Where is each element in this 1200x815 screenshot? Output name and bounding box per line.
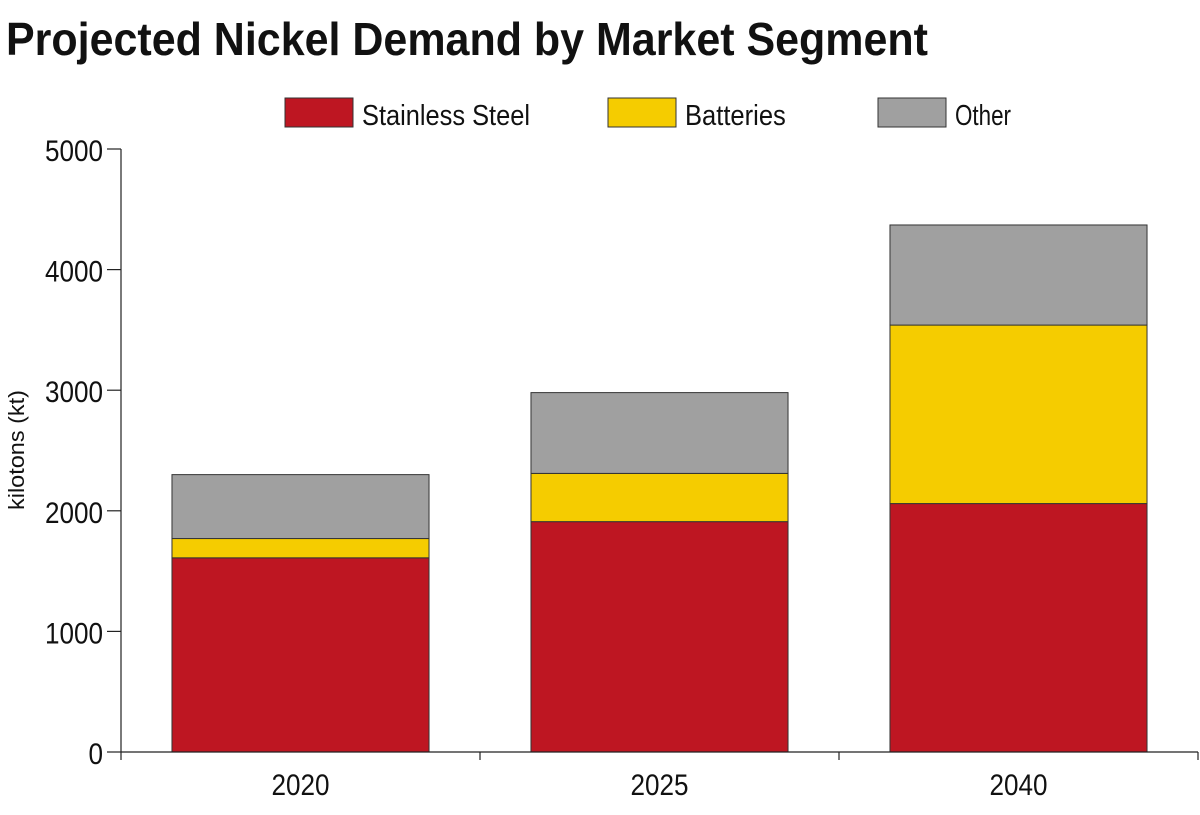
bar-batteries-2020 <box>171 538 430 559</box>
x-tick-label: 2025 <box>631 769 689 802</box>
x-tick-label: 2040 <box>990 769 1048 802</box>
x-tick-label: 2020 <box>272 769 330 802</box>
legend-label: Batteries <box>685 100 786 132</box>
bar-batteries-2040 <box>889 324 1148 505</box>
bar-stainless-steel-2020 <box>171 557 430 753</box>
y-axis-label: kilotons (kt) <box>4 390 29 510</box>
bar-other-2020 <box>171 474 430 540</box>
y-tick-label: 3000 <box>45 376 103 409</box>
legend-swatch-batteries <box>607 97 677 128</box>
bar-batteries-2025 <box>530 472 789 523</box>
bar-other-2040 <box>889 224 1148 326</box>
bar-stainless-steel-2040 <box>889 503 1148 753</box>
y-tick-label: 2000 <box>45 497 103 530</box>
y-tick-label: 5000 <box>45 135 103 168</box>
axes: 2020 2025 2040 0 1000 2000 3000 4000 5000 <box>45 135 1199 802</box>
y-tick-label: 4000 <box>45 256 103 289</box>
bars <box>171 224 1148 753</box>
y-tick-label: 0 <box>89 738 104 771</box>
bar-other-2025 <box>530 392 789 474</box>
legend-swatch-other <box>877 97 947 128</box>
chart-title: Projected Nickel Demand by Market Segmen… <box>6 13 928 65</box>
y-tick-label: 1000 <box>45 617 103 650</box>
legend: Stainless Steel Batteries Other <box>284 97 1011 132</box>
legend-label: Other <box>955 100 1011 132</box>
legend-swatch-stainless-steel <box>284 97 354 128</box>
legend-label: Stainless Steel <box>362 100 530 132</box>
bar-stainless-steel-2025 <box>530 521 789 753</box>
